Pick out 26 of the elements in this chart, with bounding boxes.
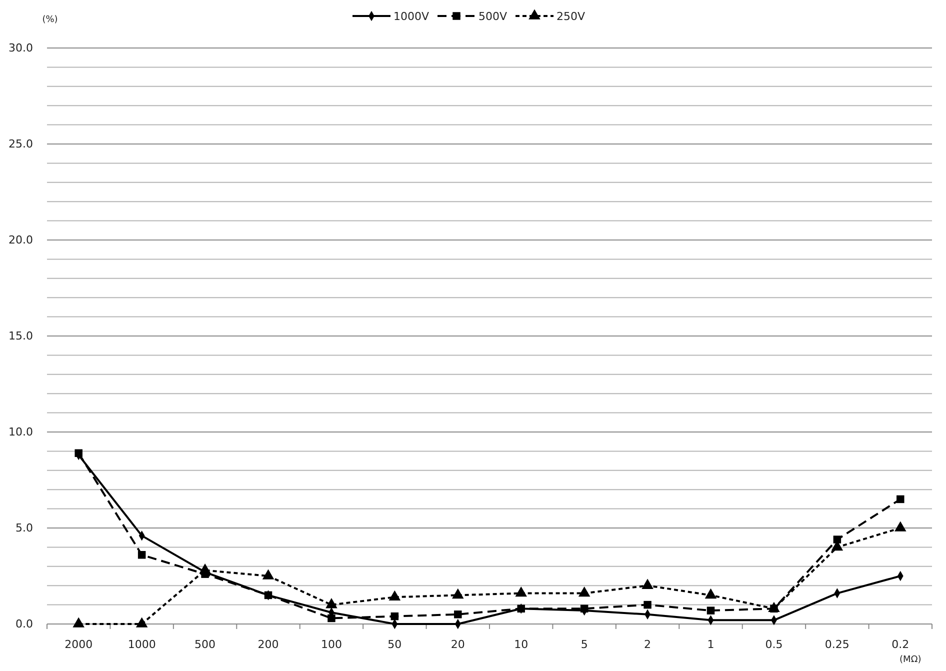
x-tick-label: 1000 xyxy=(128,638,156,651)
y-tick-label: 30.0 xyxy=(8,42,33,55)
x-tick-label: 200 xyxy=(258,638,279,651)
x-tick-label: 50 xyxy=(388,638,402,651)
x-tick-label: 500 xyxy=(194,638,216,651)
x-axis-title: (MΩ) xyxy=(900,655,922,665)
y-tick-label: 10.0 xyxy=(8,426,33,439)
y-tick-label: 20.0 xyxy=(8,234,33,247)
y-tick-label: 25.0 xyxy=(8,138,33,151)
y-tick-label: 0.0 xyxy=(16,618,33,631)
x-tick-label: 20 xyxy=(450,638,465,651)
x-tick-label: 2000 xyxy=(64,638,93,651)
legend-label: 500V xyxy=(478,10,508,23)
x-tick-label: 5 xyxy=(580,638,588,651)
x-tick-label: 2 xyxy=(644,638,652,651)
x-tick-label: 10 xyxy=(514,638,528,651)
x-tick-label: 1 xyxy=(707,638,714,651)
x-tick-label: 0.25 xyxy=(824,638,850,651)
x-tick-label: 0.5 xyxy=(765,638,783,651)
x-tick-label: 100 xyxy=(320,638,342,651)
x-tick-label: 0.2 xyxy=(892,638,910,651)
y-axis-title: (%) xyxy=(42,15,58,25)
y-tick-label: 15.0 xyxy=(8,330,33,343)
legend-label: 1000V xyxy=(394,10,430,23)
legend-label: 250V xyxy=(556,10,586,23)
y-tick-label: 5.0 xyxy=(16,522,33,535)
